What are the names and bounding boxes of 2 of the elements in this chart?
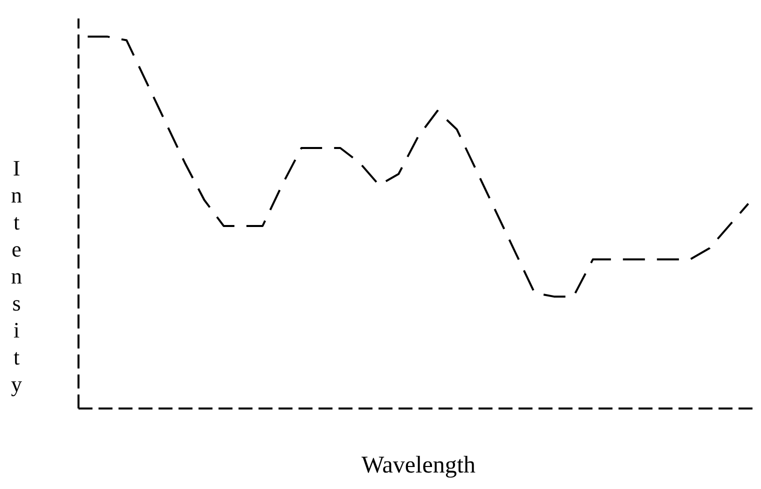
text: Intensity bbox=[11, 156, 22, 396]
x-axis-title: Wavelength bbox=[361, 452, 476, 478]
